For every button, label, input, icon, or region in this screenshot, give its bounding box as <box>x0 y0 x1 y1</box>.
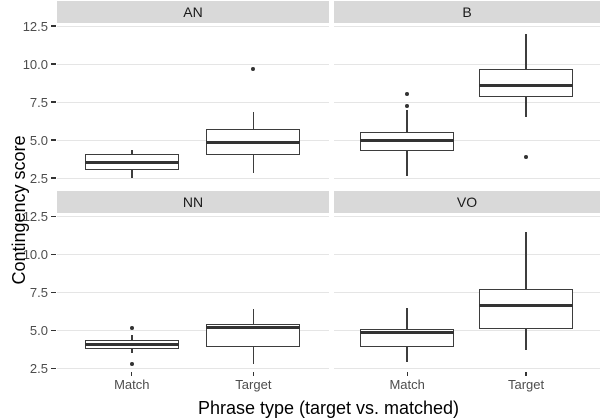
whisker-lower <box>252 347 255 365</box>
facet-panel-VO <box>334 214 600 372</box>
y-axis-tick <box>51 25 56 27</box>
median-line <box>479 304 574 308</box>
outlier-point <box>405 103 410 108</box>
whisker-upper <box>406 307 408 330</box>
whisker-lower <box>406 150 408 177</box>
whisker-lower <box>252 155 255 173</box>
facet-label: AN <box>183 4 203 20</box>
y-axis-tick <box>51 330 56 332</box>
gridline-2.5 <box>57 177 329 179</box>
facet-panel-NN <box>57 214 329 372</box>
whisker-upper <box>131 335 133 340</box>
y-axis-tick <box>51 292 56 294</box>
whisker-lower <box>131 348 133 354</box>
gridline-12.5 <box>57 216 329 218</box>
whisker-upper <box>252 111 255 130</box>
y-axis-tick <box>51 216 56 218</box>
median-line <box>206 326 301 330</box>
whisker-upper <box>131 149 133 154</box>
whisker-upper <box>525 231 527 289</box>
y-tick-label-2.5: 2.5 <box>29 170 48 186</box>
gridline-5.0 <box>334 330 600 332</box>
gridline-2.5 <box>57 368 329 370</box>
y-tick-label-7.5: 7.5 <box>29 285 48 301</box>
facet-label: B <box>462 4 472 20</box>
x-axis-tick <box>131 372 133 376</box>
y-tick-label-10.0: 10.0 <box>22 247 48 263</box>
gridline-5.0 <box>57 139 329 141</box>
y-axis-tick <box>51 254 56 256</box>
whisker-upper <box>406 109 408 133</box>
y-tick-label-10.0: 10.0 <box>22 56 48 72</box>
x-tick-label-match: Match <box>114 377 150 392</box>
boxplot-box-target <box>479 68 574 98</box>
boxplot-box-match <box>360 132 455 151</box>
y-axis-tick <box>51 101 56 103</box>
median-line <box>84 342 179 346</box>
gridline-2.5 <box>334 177 600 179</box>
x-axis-tick <box>406 372 408 376</box>
gridline-7.5 <box>57 292 329 294</box>
y-tick-label-12.5: 12.5 <box>22 18 48 34</box>
gridline-12.5 <box>57 25 329 27</box>
gridline-10.0 <box>57 63 329 65</box>
x-axis-title: Phrase type (target vs. matched) <box>197 398 460 418</box>
y-axis-tick <box>51 63 56 65</box>
y-tick-label-2.5: 2.5 <box>29 361 48 377</box>
median-line <box>479 83 574 87</box>
gridline-7.5 <box>57 101 329 103</box>
y-axis-tick <box>51 177 56 179</box>
x-axis-tick <box>525 372 527 376</box>
whisker-lower <box>525 329 527 351</box>
median-line <box>84 161 179 165</box>
whisker-upper <box>525 33 527 69</box>
facet-panel-AN <box>57 23 329 189</box>
y-axis-tick <box>51 139 56 141</box>
outlier-point <box>129 362 134 367</box>
boxplot-box-target <box>206 323 301 348</box>
facet-strip-VO: VO <box>334 191 600 213</box>
facet-strip-NN: NN <box>57 191 329 213</box>
facet-panel-B <box>334 23 600 189</box>
median-line <box>360 331 455 335</box>
gridline-10.0 <box>57 254 329 256</box>
facet-label: NN <box>182 194 204 210</box>
gridline-10.0 <box>334 63 600 65</box>
x-axis-tick <box>252 372 254 376</box>
gridline-10.0 <box>334 254 600 256</box>
facet-strip-B: B <box>334 1 600 23</box>
whisker-lower <box>525 97 527 118</box>
x-tick-label-target: Target <box>507 377 545 392</box>
gridline-12.5 <box>334 216 600 218</box>
x-tick-label-target: Target <box>235 377 272 392</box>
whisker-lower <box>406 347 408 362</box>
y-tick-label-5.0: 5.0 <box>29 132 48 148</box>
gridline-5.0 <box>334 139 600 141</box>
gridline-7.5 <box>334 292 600 294</box>
y-tick-label-7.5: 7.5 <box>29 94 48 110</box>
gridline-2.5 <box>334 368 600 370</box>
whisker-upper <box>252 308 255 324</box>
whisker-lower <box>131 170 133 178</box>
boxplot-box-target <box>479 288 574 330</box>
gridline-5.0 <box>57 330 329 332</box>
gridline-7.5 <box>334 101 600 103</box>
y-tick-label-12.5: 12.5 <box>22 209 48 225</box>
facet-label: VO <box>456 194 478 210</box>
gridline-12.5 <box>334 25 600 27</box>
outlier-point <box>524 154 529 159</box>
median-line <box>206 140 301 144</box>
y-tick-label-5.0: 5.0 <box>29 323 48 339</box>
x-tick-label-match: Match <box>389 377 425 392</box>
facet-strip-AN: AN <box>57 1 329 23</box>
outlier-point <box>129 326 134 331</box>
y-axis-tick <box>51 368 56 370</box>
outlier-point <box>251 67 256 72</box>
outlier-point <box>405 91 410 96</box>
median-line <box>360 138 455 142</box>
